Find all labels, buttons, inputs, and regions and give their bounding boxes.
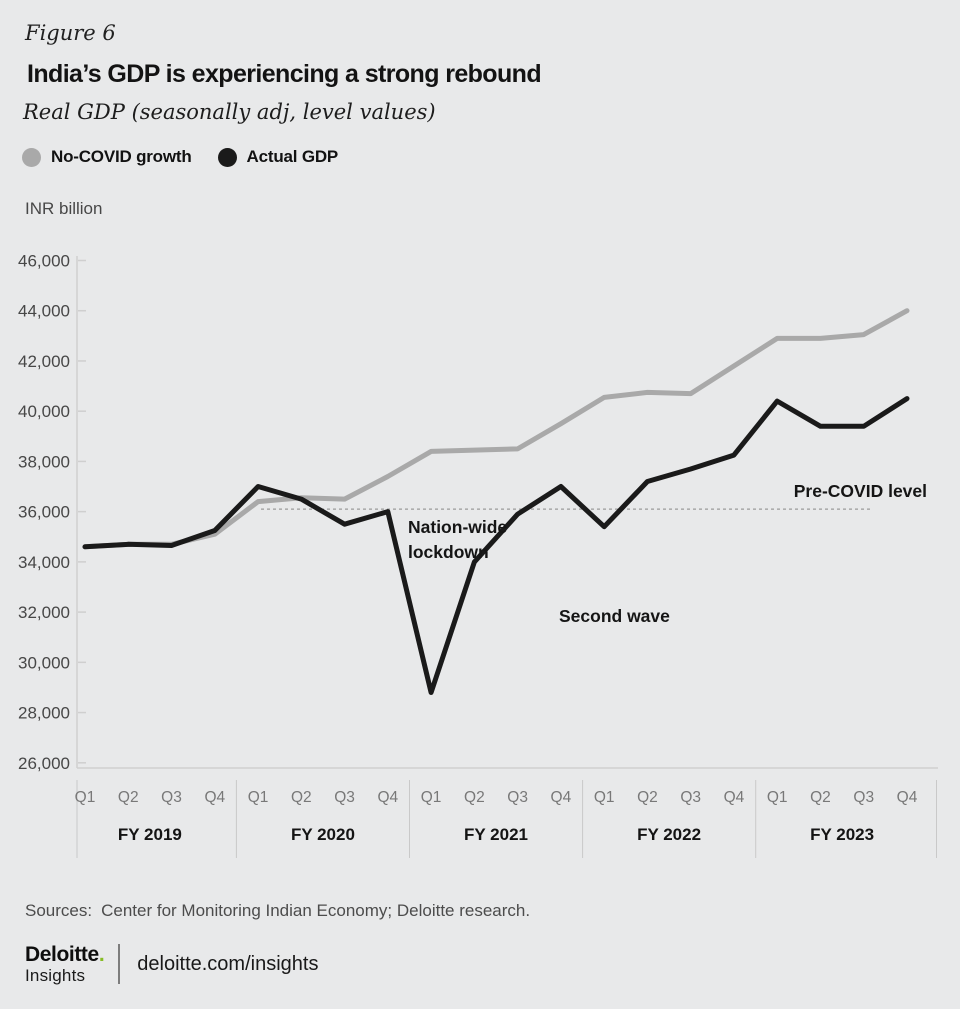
legend-item: No-COVID growth	[22, 147, 192, 167]
site-url: deloitte.com/insights	[137, 952, 319, 975]
annotation-lockdown: Nation-wide	[408, 517, 507, 537]
brand-block: Deloitte. Insights	[25, 943, 105, 985]
y-tick-label: 42,000	[18, 352, 70, 371]
quarter-label: Q4	[724, 789, 745, 806]
quarter-label: Q1	[75, 789, 96, 806]
quarter-label: Q3	[680, 789, 701, 806]
fy-label: FY 2023	[810, 825, 874, 844]
legend-label: Actual GDP	[246, 147, 339, 166]
brand-sub: Insights	[25, 966, 86, 985]
sources-text: Center for Monitoring Indian Economy; De…	[101, 901, 531, 920]
quarter-label: Q3	[161, 789, 182, 806]
legend: No-COVID growth Actual GDP	[22, 147, 338, 167]
chart-title: India’s GDP is experiencing a strong reb…	[27, 60, 542, 88]
annotation-lockdown: lockdown	[408, 542, 489, 562]
quarter-label: Q2	[464, 789, 485, 806]
series-line-actual-gdp	[82, 396, 910, 695]
legend-dot-icon	[22, 147, 41, 167]
y-tick-label: 32,000	[18, 603, 70, 622]
quarter-label: Q3	[507, 789, 528, 806]
y-tick-label: 26,000	[18, 754, 70, 773]
sources-label: Sources:	[25, 901, 93, 920]
fy-label: FY 2020	[291, 825, 355, 844]
quarter-label: Q4	[377, 789, 398, 806]
legend-dot-icon	[217, 147, 237, 167]
quarter-label: Q2	[637, 789, 658, 806]
y-tick-label: 34,000	[18, 553, 70, 572]
brand-green-dot: .	[98, 943, 105, 966]
figure-label: Figure 6	[25, 21, 116, 45]
y-tick-label: 44,000	[18, 302, 70, 321]
fy-label: FY 2022	[637, 825, 701, 844]
sources-note: Sources: Center for Monitoring Indian Eco…	[25, 901, 530, 921]
quarter-label: Q1	[767, 789, 788, 806]
annotation-second-wave: Second wave	[559, 606, 670, 626]
fy-label: FY 2019	[118, 825, 182, 844]
y-tick-label: 36,000	[18, 503, 70, 522]
quarter-label: Q1	[248, 789, 269, 806]
quarter-label: Q4	[204, 789, 225, 806]
y-tick-label: 46,000	[18, 252, 70, 271]
quarter-label: Q3	[334, 789, 355, 806]
quarter-label: Q1	[594, 789, 615, 806]
chart-subtitle: Real GDP (seasonally adj, level values)	[23, 100, 436, 124]
quarter-label: Q1	[421, 789, 442, 806]
quarter-label: Q2	[291, 789, 312, 806]
brand-name: Deloitte.	[25, 943, 105, 966]
y-tick-label: 30,000	[18, 653, 70, 672]
legend-label: No-COVID growth	[51, 147, 192, 166]
y-tick-label: 28,000	[18, 704, 70, 723]
quarter-label: Q4	[551, 789, 572, 806]
quarter-label: Q4	[897, 789, 918, 806]
legend-item: Actual GDP	[217, 147, 339, 167]
y-tick-label: 40,000	[18, 402, 70, 421]
deloitte-insights-logo: Deloitte. Insights deloitte.com/insights	[25, 944, 318, 984]
quarter-label: Q2	[810, 789, 831, 806]
quarter-label: Q3	[853, 789, 874, 806]
y-tick-label: 38,000	[18, 452, 70, 471]
fy-label: FY 2021	[464, 825, 528, 844]
y-axis-unit-label: INR billion	[25, 199, 103, 218]
series-line-no-covid-growth	[82, 308, 910, 550]
logo-divider	[118, 944, 121, 984]
gdp-line-chart: 26,000 28,000 30,000 32,000 34,000 36,000 38,0…	[18, 252, 938, 858]
annotation-pre-covid: Pre-COVID level	[794, 481, 927, 501]
quarter-label: Q2	[118, 789, 139, 806]
